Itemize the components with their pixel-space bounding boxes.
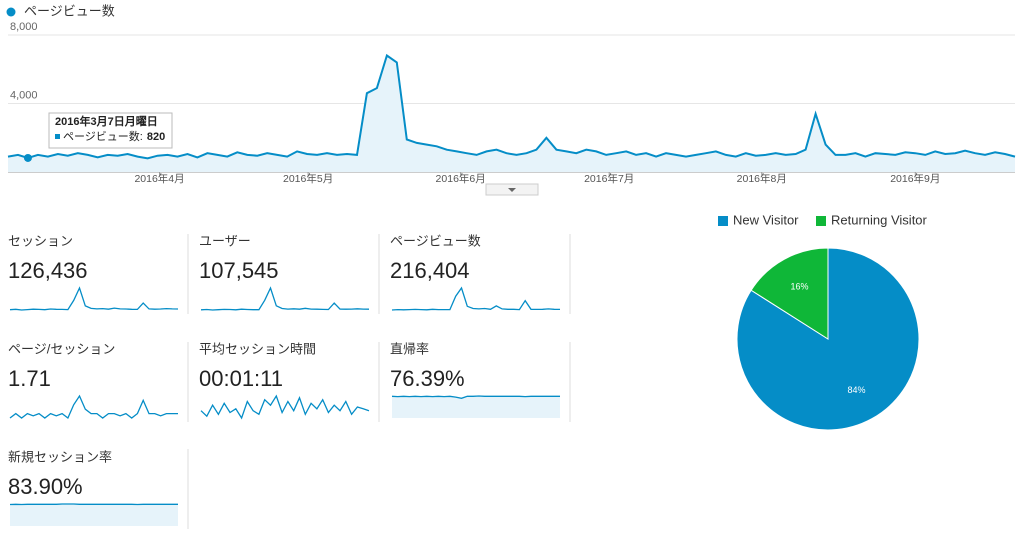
- metric-label: ユーザー: [199, 233, 251, 248]
- x-tick-label: 2016年5月: [283, 172, 333, 185]
- legend-label: New Visitor: [733, 212, 799, 227]
- sparkline: [9, 286, 179, 311]
- tooltip-value: 820: [147, 131, 165, 143]
- metric-label: 新規セッション率: [8, 449, 112, 464]
- pie-label: 84%: [847, 385, 865, 395]
- tooltip-title: 2016年3月7日月曜日: [55, 114, 158, 128]
- sparkline-area: [10, 504, 178, 526]
- metric-value: 107,545: [199, 258, 279, 283]
- sparkline-area: [392, 396, 560, 418]
- metric-value: 00:01:11: [199, 366, 283, 391]
- metric-value: 1.71: [8, 366, 51, 391]
- x-tick-label: 2016年6月: [436, 172, 486, 185]
- sparkline: [9, 503, 178, 506]
- pie-slice: [750, 247, 829, 340]
- metric-value: 216,404: [390, 258, 470, 283]
- x-tick-label: 2016年7月: [584, 172, 634, 185]
- x-tick-label: 2016年8月: [737, 172, 787, 185]
- x-tick-label: 2016年9月: [890, 172, 940, 185]
- y-tick-label: 8,000: [10, 21, 38, 33]
- line: [7, 53, 1016, 160]
- tooltip-swatch: [55, 134, 60, 139]
- legend-swatch: [718, 216, 728, 226]
- metric-label: 直帰率: [390, 341, 429, 356]
- legend-label: Returning Visitor: [831, 212, 928, 227]
- legend-dot: [6, 7, 16, 17]
- metric-value: 126,436: [8, 258, 88, 283]
- pie-label: 16%: [790, 282, 808, 292]
- metric-label: ページビュー数: [390, 233, 481, 248]
- legend-label: ページビュー数: [24, 3, 115, 18]
- sparkline: [9, 394, 178, 420]
- hover-point: [23, 153, 32, 162]
- tooltip-box: [48, 112, 173, 149]
- metric-label: セッション: [8, 233, 73, 248]
- metric-value: 83.90%: [8, 474, 83, 499]
- sparkline: [391, 395, 560, 399]
- y-tick-label: 4,000: [10, 89, 38, 101]
- x-tick-label: 2016年4月: [134, 172, 184, 185]
- sparkline: [391, 286, 561, 311]
- metric-value: 76.39%: [390, 366, 465, 391]
- sparkline: [200, 286, 370, 311]
- area: [8, 55, 1015, 172]
- metric-label: 平均セッション時間: [199, 341, 316, 356]
- legend-swatch: [816, 216, 826, 226]
- expand-arrow: [508, 188, 516, 192]
- tooltip-label: ページビュー数: 820: [63, 130, 165, 143]
- metric-label: ページ/セッション: [8, 341, 115, 356]
- tooltip-series: ページビュー数:: [63, 130, 143, 143]
- sparkline: [200, 394, 370, 420]
